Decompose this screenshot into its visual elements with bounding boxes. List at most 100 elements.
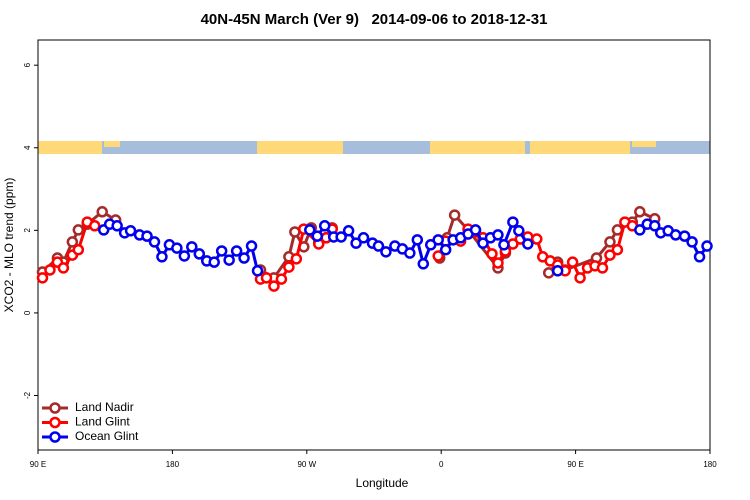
data-point [686, 236, 698, 248]
x-tick-label: 90 W [297, 460, 316, 469]
data-point [432, 250, 444, 262]
x-tick-label: 180 [166, 460, 180, 469]
data-point [492, 229, 504, 241]
data-point [492, 257, 504, 269]
data-point [156, 251, 168, 263]
land-band [38, 141, 102, 154]
data-point [238, 252, 250, 264]
data-point [72, 243, 85, 256]
data-point [372, 240, 385, 252]
data-point [507, 216, 519, 228]
data-point [542, 267, 555, 279]
data-point [669, 229, 682, 241]
data-point [486, 248, 498, 260]
y-tick-label: 0 [23, 310, 32, 315]
legend-label: Ocean Glint [75, 429, 139, 443]
data-point [513, 225, 525, 237]
data-point [411, 234, 424, 246]
y-axis-label: XCO2 - MLO trend (ppm) [2, 178, 16, 313]
data-point [404, 247, 416, 259]
land-band [104, 141, 120, 147]
data-point [439, 243, 452, 256]
land-ocean-strip [38, 141, 710, 154]
data-point [268, 280, 280, 292]
data-point [604, 236, 616, 248]
legend-marker [49, 416, 61, 429]
land-band [530, 141, 630, 154]
data-point [335, 231, 347, 243]
data-point [171, 242, 183, 254]
data-point [223, 254, 235, 266]
data-point [604, 249, 616, 261]
legend-marker [49, 402, 61, 414]
data-point [566, 256, 579, 268]
data-point [251, 265, 264, 277]
data-point [432, 234, 444, 246]
x-tick-label: 90 E [567, 460, 583, 469]
x-axis-label: Longitude [356, 476, 409, 490]
data-point [342, 225, 355, 237]
data-point [634, 206, 646, 218]
data-point [634, 224, 646, 236]
data-point [304, 224, 316, 236]
data-point [72, 224, 85, 236]
y-tick-label: -2 [23, 391, 32, 399]
data-point [531, 233, 543, 245]
data-point [57, 262, 70, 274]
legend-marker [49, 431, 61, 443]
data-point [701, 240, 713, 252]
data-point [88, 220, 101, 232]
data-point [417, 258, 430, 270]
data-point [96, 206, 108, 218]
data-point [290, 253, 303, 265]
data-point [611, 243, 624, 256]
data-point [318, 220, 331, 232]
data-point [230, 245, 243, 257]
data-point [522, 238, 534, 250]
data-point [186, 241, 198, 253]
data-point [44, 264, 56, 276]
data-point [36, 272, 49, 284]
data-point [380, 246, 392, 258]
data-point [574, 272, 586, 284]
data-point [289, 226, 301, 238]
data-point [193, 248, 206, 260]
data-point [477, 237, 489, 249]
chart-title: 40N-45N March (Ver 9) 2014-09-06 to 2018… [201, 11, 548, 28]
data-point [111, 220, 123, 232]
data-point [141, 230, 153, 242]
data-point [469, 224, 482, 236]
data-point [260, 272, 273, 284]
data-point [648, 220, 661, 232]
data-point [124, 225, 137, 237]
data-point [66, 236, 79, 248]
land-band [632, 141, 656, 147]
data-point [424, 239, 437, 251]
legend-label: Land Nadir [75, 400, 134, 414]
y-tick-label: 6 [23, 62, 32, 67]
data-point [551, 265, 564, 277]
data-point [498, 239, 510, 251]
y-tick-label: 2 [23, 228, 32, 233]
data-point [178, 250, 191, 262]
x-tick-label: 0 [439, 460, 444, 469]
data-point [678, 230, 691, 242]
data-point [357, 232, 370, 244]
data-point [208, 256, 220, 268]
data-point [215, 245, 228, 257]
data-point [148, 236, 161, 248]
data-point [596, 262, 609, 274]
data-point [245, 240, 258, 252]
land-band [257, 141, 343, 154]
data-point [275, 273, 288, 285]
data-point [448, 209, 461, 221]
land-band [430, 141, 525, 154]
y-tick-label: 4 [23, 145, 32, 150]
x-tick-label: 180 [703, 460, 717, 469]
data-point [350, 237, 362, 249]
legend-label: Land Glint [75, 415, 130, 429]
data-point [693, 251, 706, 263]
data-point [283, 261, 295, 273]
x-tick-label: 90 E [30, 460, 46, 469]
